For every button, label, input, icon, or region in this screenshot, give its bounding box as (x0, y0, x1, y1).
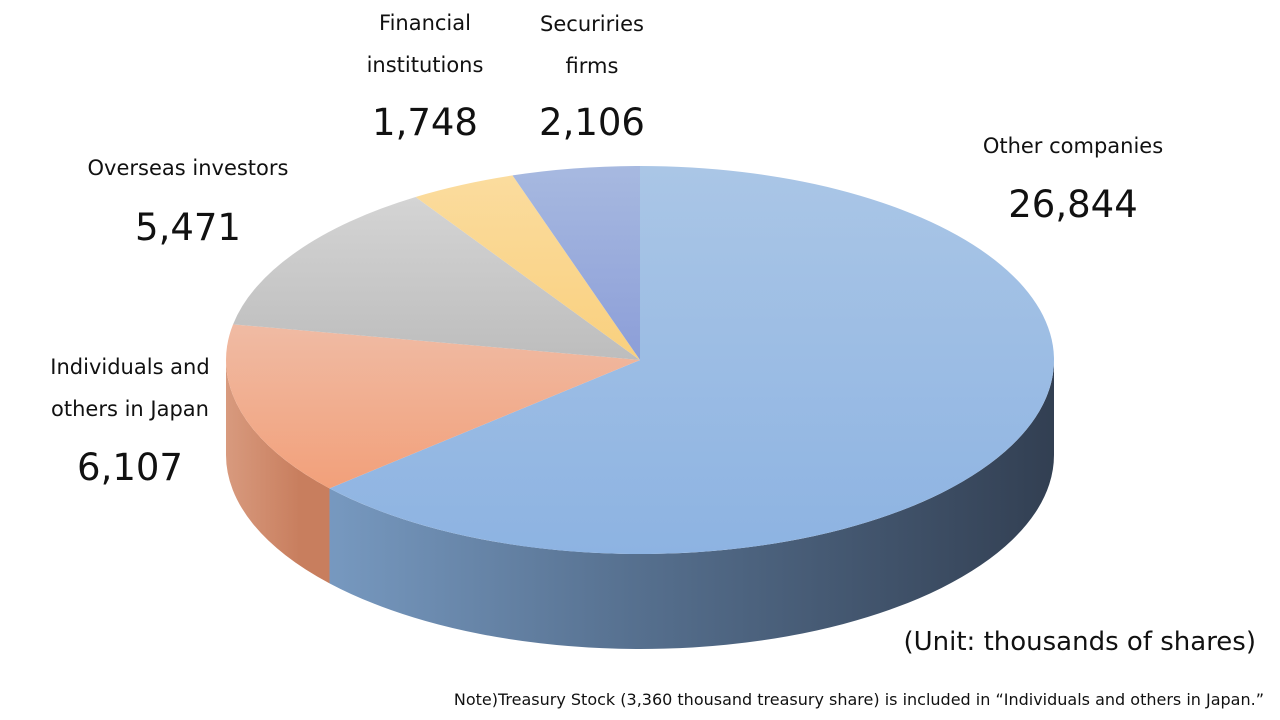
slice-name-line: Overseas investors (88, 156, 289, 180)
slice-individuals (226, 324, 640, 489)
slice-label-securities-firms: Securiries firms 2,106 (539, 12, 645, 144)
slice-name-line: Financial (379, 11, 471, 35)
pie-side-walls (226, 360, 1054, 649)
slice-securities-firms (512, 166, 640, 360)
slice-name-line: firms (566, 54, 619, 78)
slice-label-other-companies: Other companies 26,844 (983, 134, 1163, 226)
slice-name-line: Other companies (983, 134, 1163, 158)
slice-overseas-investors (233, 196, 640, 360)
slice-value-label: 6,107 (77, 446, 183, 489)
slice-other-companies (329, 166, 1055, 554)
slice-label-financial-institutions: Financial institutions 1,748 (367, 11, 484, 144)
slice-value-label: 5,471 (135, 206, 241, 249)
unit-note: (Unit: thousands of shares) (903, 627, 1256, 657)
slice-name-line: Individuals and (50, 355, 209, 379)
slice-name-line: others in Japan (51, 397, 209, 421)
footnote: Note)Treasury Stock (3,360 thousand trea… (453, 690, 1264, 709)
slice-name-line: institutions (367, 53, 484, 77)
slice-value-label: 2,106 (539, 101, 645, 144)
slice-side-individuals (226, 360, 330, 584)
slice-side-other-companies (329, 360, 1054, 649)
pie-slices (226, 166, 1055, 554)
slice-value-label: 1,748 (372, 101, 478, 144)
slice-financial-institutions (415, 175, 640, 360)
slice-name-line: Securiries (540, 12, 644, 36)
slice-label-overseas-investors: Overseas investors 5,471 (88, 156, 289, 249)
slice-label-individuals: Individuals and others in Japan 6,107 (50, 355, 209, 489)
slice-value-label: 26,844 (1008, 183, 1137, 226)
